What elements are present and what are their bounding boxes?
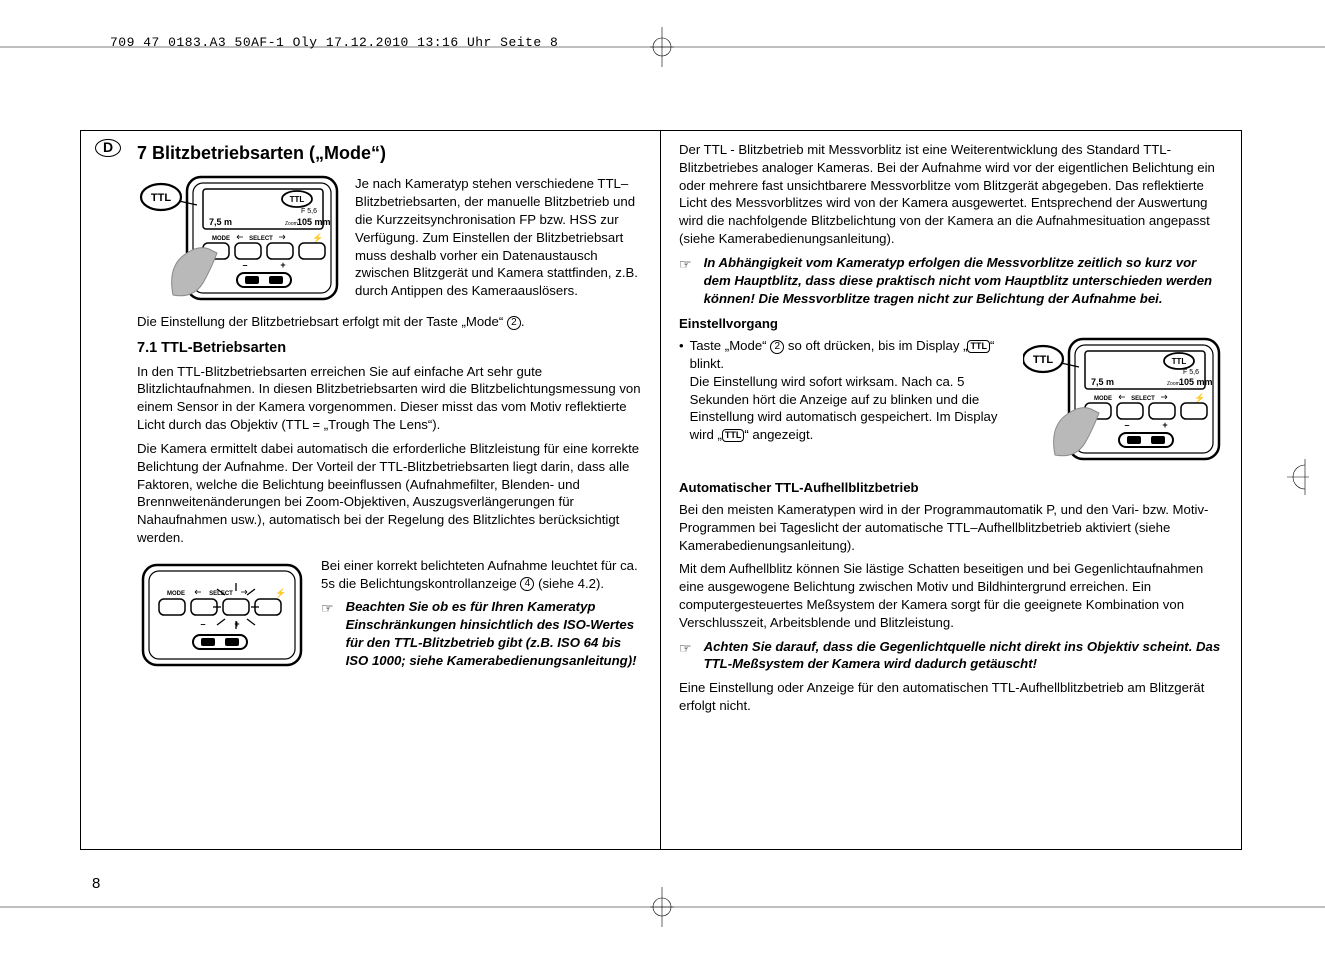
svg-text:–: – [200,619,205,629]
ref-circle-2: 2 [507,316,521,330]
ok-line: Bei einer korrekt belichteten Aufnahme l… [321,557,642,593]
pointing-hand-icon: ☞ [679,638,692,674]
svg-text:⚡: ⚡ [312,232,323,244]
svg-text:Zoom: Zoom [285,221,298,227]
subsection-title: 7.1 TTL-Betriebsarten [137,339,642,359]
auto-fill-head: Automatischer TTL-Aufhellblitzbetrieb [679,479,1223,497]
setting-bullet: • Taste „Mode“ 2 so oft drücken, bis im … [679,337,1013,450]
svg-text:MODE: MODE [212,236,230,242]
svg-text:7,5 m: 7,5 m [209,217,232,227]
svg-text:⚡: ⚡ [1194,392,1205,404]
svg-text:⚡: ⚡ [275,587,286,599]
flash-lcd-diagram-2: TTL F 5,6 7,5 m Zoom 105 mm MODE SELECT … [1023,337,1223,465]
flash-lcd-diagram-ok: MODE SELECT ⚡ – [137,557,307,676]
ttl-para-2: Die Kamera ermittelt dabei automatisch d… [137,440,642,547]
setting-procedure-head: Einstellvorgang [679,315,1223,333]
auto-fill-p2: Mit dem Aufhellblitz können Sie lästige … [679,560,1223,631]
auto-fill-p3: Eine Einstellung oder Anzeige für den au… [679,679,1223,715]
svg-text:105 mm: 105 mm [297,217,331,227]
left-column: D 7 Blitzbetriebsarten („Mode“) TTL F 5,… [81,131,661,849]
svg-text:–: – [242,260,247,270]
svg-text:TTL: TTL [151,192,171,204]
svg-text:F 5,6: F 5,6 [1183,369,1199,376]
ref-circle-4: 4 [520,577,534,591]
svg-text:+: + [234,619,239,629]
preflash-para: Der TTL - Blitzbetrieb mit Messvorblitz … [679,141,1223,248]
svg-text:F 5,6: F 5,6 [301,208,317,215]
svg-text:MODE: MODE [167,591,185,597]
note-backlight: ☞ Achten Sie darauf, dass die Gegenlicht… [679,638,1223,674]
section-title: 7 Blitzbetriebsarten („Mode“) [137,141,642,165]
svg-text:+: + [1162,420,1167,430]
ttl-icon: TTL [967,340,990,353]
svg-text:SELECT: SELECT [1131,396,1155,402]
mode-line: Die Einstellung der Blitzbetriebsart erf… [137,313,642,331]
svg-text:Zoom: Zoom [1167,381,1180,387]
svg-text:105 mm: 105 mm [1179,377,1213,387]
ttl-icon: TTL [722,429,745,442]
flash-lcd-diagram-1: TTL F 5,6 7,5 m Zoom 105 mm MODE SELECT … [137,175,341,307]
svg-text:–: – [1124,420,1129,430]
svg-text:TTL: TTL [1033,354,1053,366]
page-frame: D 7 Blitzbetriebsarten („Mode“) TTL F 5,… [80,130,1242,850]
language-badge: D [95,139,121,157]
note-preflash: ☞ In Abhängigkeit vom Kameratyp erfolgen… [679,254,1223,307]
svg-text:TTL: TTL [290,195,305,204]
svg-text:7,5 m: 7,5 m [1091,377,1114,387]
pointing-hand-icon: ☞ [679,254,692,307]
auto-fill-p1: Bei den meisten Kameratypen wird in der … [679,501,1223,554]
right-column: Der TTL - Blitzbetrieb mit Messvorblitz … [661,131,1241,849]
ref-circle-2b: 2 [770,340,784,354]
svg-text:SELECT: SELECT [249,236,273,242]
page-number: 8 [92,874,100,894]
print-header: 709 47 0183.A3 50AF-1 Oly 17.12.2010 13:… [110,34,558,52]
svg-text:MODE: MODE [1094,396,1112,402]
svg-text:TTL: TTL [1172,357,1187,366]
intro-text: Je nach Kameratyp stehen verschiedene TT… [355,175,642,301]
note-iso: ☞ Beachten Sie ob es für Ihren Kameratyp… [321,598,642,669]
ttl-para-1: In den TTL-Blitzbetriebsarten erreichen … [137,363,642,434]
pointing-hand-icon: ☞ [321,598,334,669]
svg-text:+: + [280,260,285,270]
